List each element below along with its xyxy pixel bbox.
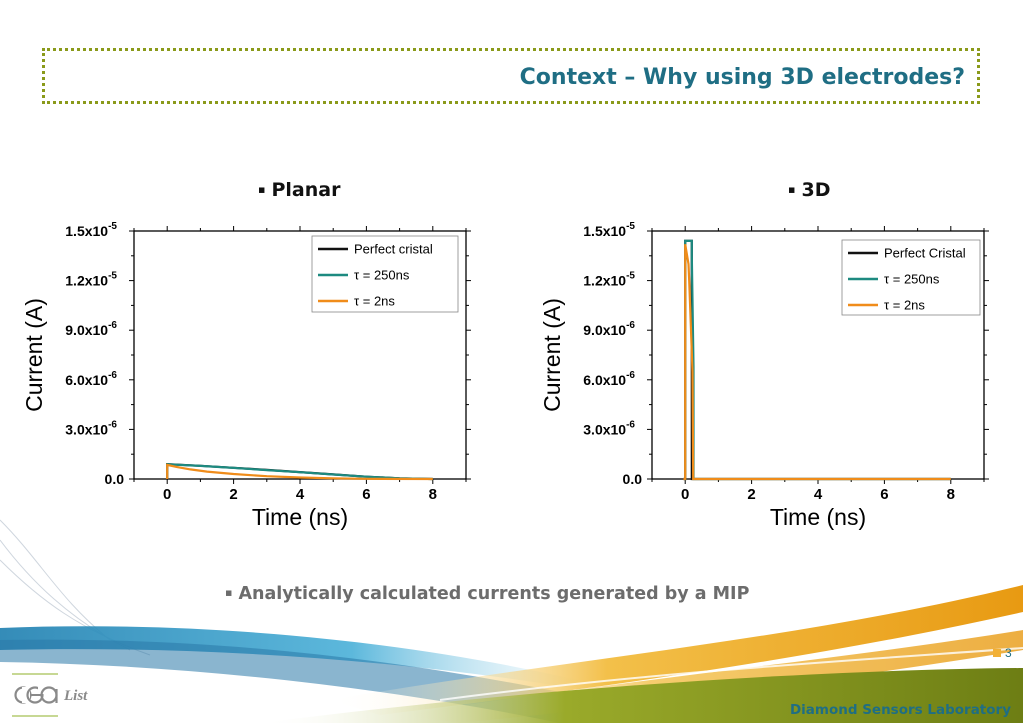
y-tick-label: 9.0x10-6 — [65, 320, 117, 338]
series-line-tau2 — [683, 244, 951, 481]
y-tick-exponent: -5 — [108, 221, 117, 232]
caption: ▪ Analytically calculated currents genera… — [225, 584, 749, 604]
y-tick-base: 9.0x10 — [65, 322, 108, 338]
y-axis-label: Current (A) — [539, 298, 565, 412]
legend-label-tau250: τ = 250ns — [354, 268, 410, 283]
y-tick-label: 3.0x10-6 — [65, 419, 117, 437]
cea-list-logo: List — [14, 686, 88, 704]
y-tick-base: 1.2x10 — [583, 273, 626, 289]
x-tick-label: 0 — [163, 486, 171, 503]
y-tick-label: 9.0x10-6 — [583, 320, 635, 338]
y-tick-base: 9.0x10 — [583, 322, 626, 338]
y-tick-base: 3.0x10 — [583, 421, 626, 437]
y-tick-base: 0.0 — [623, 471, 643, 487]
y-tick-label: 3.0x10-6 — [583, 419, 635, 437]
y-tick-exponent: -6 — [626, 419, 635, 430]
legend-label-perfect: Perfect Cristal — [884, 246, 966, 261]
legend-label-perfect: Perfect cristal — [354, 242, 433, 257]
y-tick-exponent: -5 — [108, 271, 117, 282]
y-tick-exponent: -6 — [108, 370, 117, 381]
y-tick-label: 6.0x10-6 — [583, 370, 635, 388]
svg-text:List: List — [63, 688, 88, 704]
bullet-icon: ▪ — [258, 183, 266, 196]
y-tick-exponent: -6 — [626, 370, 635, 381]
y-tick-base: 1.2x10 — [65, 273, 108, 289]
footer-lab-name: Diamond Sensors Laboratory — [789, 702, 1011, 718]
x-axis-label: Time (ns) — [770, 504, 866, 530]
x-tick-label: 8 — [429, 486, 437, 503]
series-line-tau250 — [166, 463, 433, 481]
y-tick-base: 6.0x10 — [583, 372, 626, 388]
3d-current-chart: 0.03.0x10-66.0x10-69.0x10-61.2x10-51.5x1… — [539, 221, 989, 530]
legend-label-tau2: τ = 2ns — [884, 298, 925, 313]
section-title-planar: ▪ Planar — [258, 179, 340, 201]
y-tick-exponent: -5 — [626, 221, 635, 232]
x-tick-label: 2 — [747, 486, 755, 503]
x-axis-label: Time (ns) — [252, 504, 348, 530]
y-tick-label: 1.2x10-5 — [65, 271, 117, 289]
y-tick-base: 0.0 — [105, 471, 125, 487]
y-tick-exponent: -5 — [626, 271, 635, 282]
y-tick-label: 6.0x10-6 — [65, 370, 117, 388]
section-title-3d: ▪ 3D — [788, 179, 830, 201]
bullet-icon: ▪ — [225, 586, 233, 599]
x-tick-label: 4 — [814, 486, 823, 503]
y-tick-label: 0.0 — [105, 471, 125, 487]
y-tick-exponent: -6 — [626, 320, 635, 331]
y-tick-exponent: -6 — [108, 419, 117, 430]
page-number-text: 3 — [1005, 646, 1012, 660]
x-tick-label: 8 — [947, 486, 955, 503]
y-axis-label: Current (A) — [21, 298, 47, 412]
y-tick-base: 3.0x10 — [65, 421, 108, 437]
planar-heading: Planar — [271, 179, 341, 201]
x-tick-label: 4 — [296, 486, 305, 503]
y-tick-exponent: -6 — [108, 320, 117, 331]
caption-text: Analytically calculated currents generat… — [238, 584, 750, 604]
y-tick-label: 0.0 — [623, 471, 643, 487]
x-tick-label: 6 — [880, 486, 888, 503]
slide-title: Context – Why using 3D electrodes? — [519, 65, 965, 90]
y-tick-base: 1.5x10 — [65, 223, 108, 239]
x-tick-label: 0 — [681, 486, 689, 503]
legend-label-tau250: τ = 250ns — [884, 272, 940, 287]
series-line-tau2 — [166, 463, 433, 481]
x-tick-label: 2 — [229, 486, 237, 503]
3d-heading: 3D — [801, 179, 831, 201]
legend-label-tau2: τ = 2ns — [354, 294, 395, 309]
y-tick-label: 1.2x10-5 — [583, 271, 635, 289]
page-marker-icon — [993, 649, 1001, 657]
y-tick-base: 1.5x10 — [583, 223, 626, 239]
y-tick-label: 1.5x10-5 — [583, 221, 635, 239]
y-tick-base: 6.0x10 — [65, 372, 108, 388]
title-banner: Context – Why using 3D electrodes? — [42, 48, 980, 104]
y-tick-label: 1.5x10-5 — [65, 221, 117, 239]
x-tick-label: 6 — [362, 486, 370, 503]
bullet-icon: ▪ — [788, 183, 796, 196]
planar-current-chart: 0.03.0x10-66.0x10-69.0x10-61.2x10-51.5x1… — [21, 221, 471, 530]
page-number: 3 — [993, 646, 1012, 660]
